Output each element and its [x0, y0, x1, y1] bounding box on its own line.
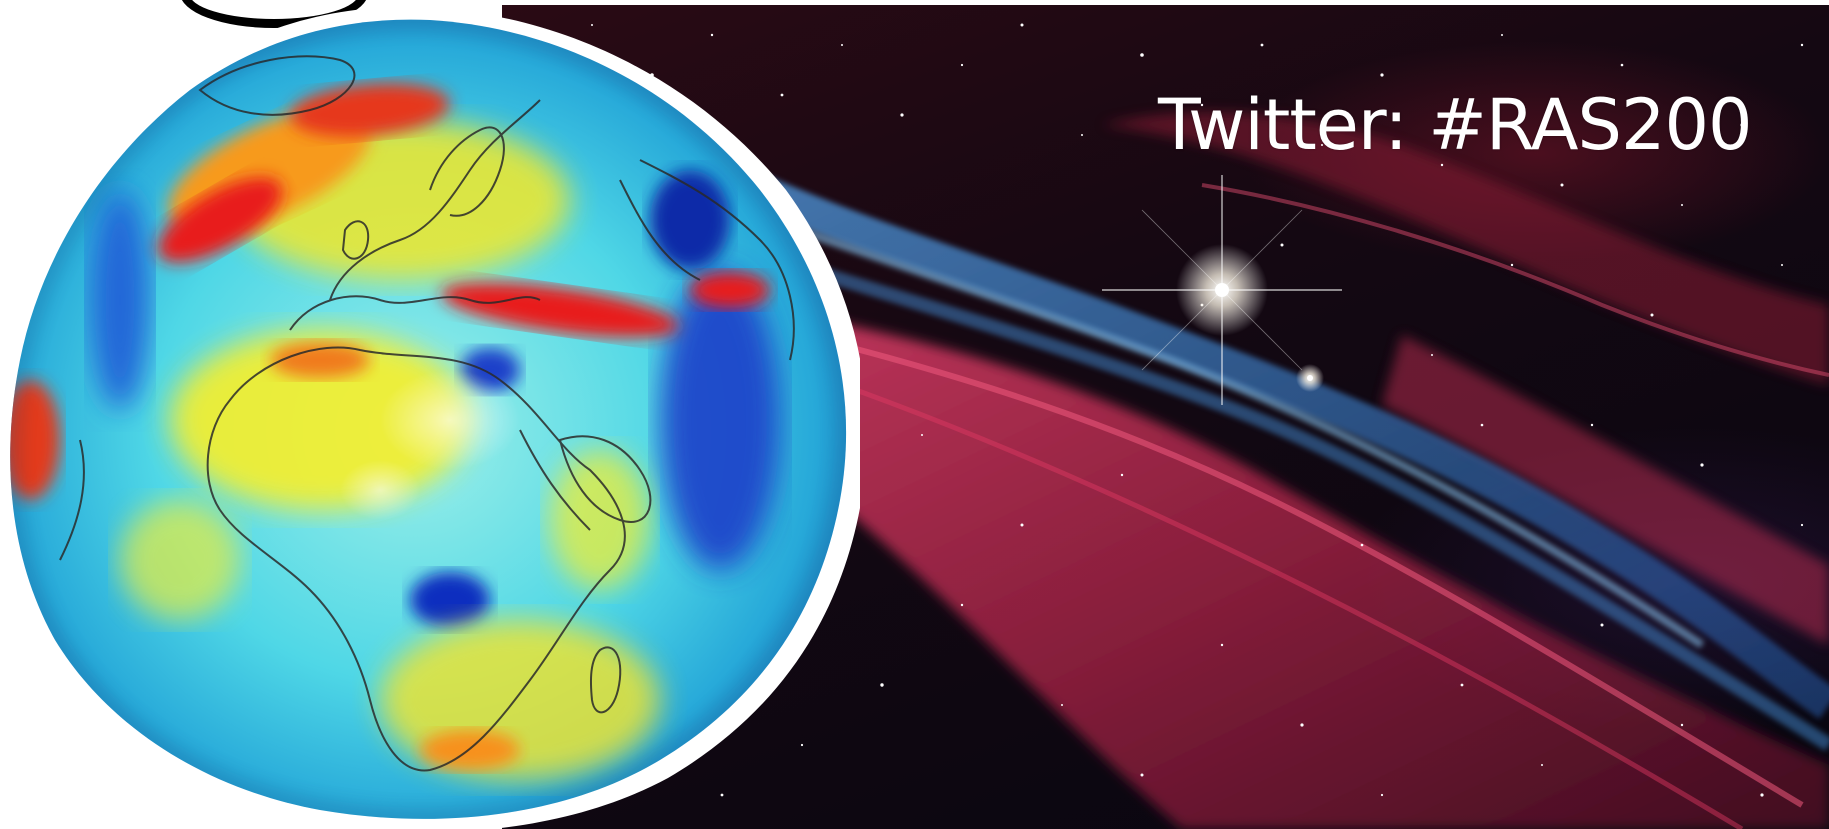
geoid-globe-icon	[0, 7, 867, 829]
twitter-hashtag-caption: Twitter: #RAS200	[1158, 84, 1753, 166]
veil-nebula-icon	[530, 23, 1829, 829]
bright-star-icon	[1102, 175, 1342, 405]
geoid-globe	[0, 0, 867, 829]
